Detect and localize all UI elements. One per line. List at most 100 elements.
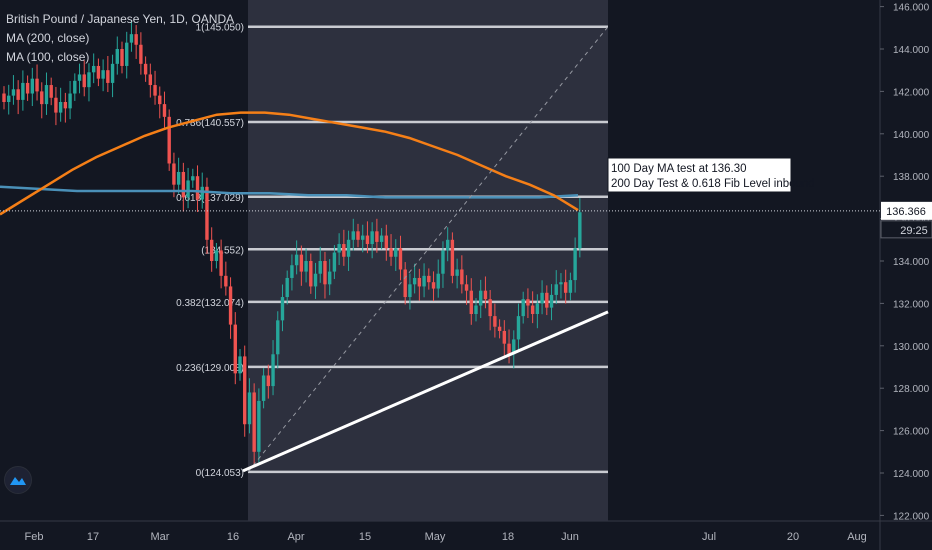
candle-body — [441, 250, 445, 274]
candle-body — [342, 244, 346, 257]
y-tick-label: 124.000 — [893, 469, 930, 480]
candle-body — [162, 104, 167, 117]
candle-body — [445, 239, 450, 251]
price-axis[interactable]: 146.000 144.000 142.000 140.000 138.000 136.0… — [879, 0, 930, 550]
candle-body — [252, 392, 256, 452]
annotation-box[interactable] — [607, 157, 792, 193]
candle-body — [351, 231, 355, 240]
y-tick-label: 134.000 — [893, 257, 930, 268]
fib-retracement-region[interactable] — [248, 0, 608, 521]
drawing-overlays[interactable]: 136.366 29:25 100 Day MA test at 136.30 200… — [0, 26, 932, 473]
candle-body — [224, 275, 228, 287]
y-tick-label: 142.000 — [893, 87, 930, 98]
x-tick-label: May — [425, 531, 446, 543]
y-tick-label: 130.000 — [893, 342, 930, 353]
current-price-value: 136.366 — [886, 206, 926, 218]
fib-label: 0.236(129.008) — [176, 363, 244, 374]
candle-body — [464, 284, 469, 291]
candle-body — [172, 163, 176, 185]
ma100-line — [0, 111, 579, 216]
symbol-title[interactable]: British Pound / Japanese Yen, 1D, OANDA — [6, 12, 235, 26]
x-tick-label: 18 — [502, 531, 514, 543]
candle-body — [125, 42, 129, 66]
candle-body — [30, 78, 35, 94]
candle-body — [11, 89, 16, 96]
fib-background[interactable] — [248, 0, 608, 521]
candle-body — [384, 235, 389, 249]
candle-body — [488, 299, 492, 317]
ma200-label[interactable]: MA (200, close) — [6, 31, 90, 45]
candle-body — [290, 265, 294, 278]
candle-body — [7, 95, 11, 102]
candle-body — [205, 186, 209, 240]
candle-body — [261, 375, 266, 401]
candle-body — [186, 180, 190, 198]
candle-body — [285, 277, 289, 298]
candle-body — [271, 354, 275, 387]
moving-averages — [0, 111, 579, 216]
candle-body — [214, 250, 219, 261]
candle-body — [49, 85, 53, 98]
x-tick-label: 17 — [87, 531, 99, 543]
candle-body — [412, 277, 417, 285]
candle-body — [87, 72, 91, 88]
y-tick-label: 140.000 — [893, 130, 930, 141]
y-tick-label: 132.000 — [893, 299, 930, 310]
candle-body — [455, 269, 459, 276]
candle-body — [568, 280, 573, 293]
candle-body — [431, 282, 436, 289]
candle-body — [195, 176, 200, 200]
candle-body — [554, 284, 558, 295]
candle-body — [573, 248, 577, 281]
ma100-label[interactable]: MA (100, close) — [6, 50, 90, 64]
candle-body — [346, 239, 351, 257]
candle-body — [540, 292, 544, 304]
candle-body — [280, 297, 285, 321]
candle-body — [143, 63, 148, 75]
candle-body — [63, 102, 68, 109]
candle-body — [337, 244, 341, 253]
candle-body — [389, 248, 393, 257]
candle-body — [563, 282, 568, 293]
countdown-badge — [880, 220, 932, 239]
candle-body — [153, 85, 157, 96]
candle-body — [318, 261, 322, 274]
candle-body — [16, 89, 20, 100]
candle-body — [323, 261, 327, 285]
candle-body — [228, 286, 233, 325]
candle-body — [379, 235, 384, 242]
candle-body — [266, 375, 271, 387]
candle-body — [398, 248, 403, 270]
x-tick-label: 16 — [227, 531, 239, 543]
candle-body — [327, 271, 332, 285]
candle-body — [450, 239, 455, 276]
candle-body — [129, 34, 134, 43]
candle-body — [91, 65, 96, 73]
current-price-badge[interactable] — [881, 201, 932, 220]
tradingview-logo-icon[interactable] — [4, 466, 32, 494]
y-tick-label: 128.000 — [893, 384, 930, 395]
candle-body — [219, 250, 223, 276]
time-axis[interactable]: Feb 17 Mar 16 Apr 15 May 18 Jun Jul 20 Aug — [0, 520, 932, 543]
candle-body — [549, 294, 554, 308]
candle-body — [25, 82, 30, 94]
candle-body — [535, 303, 540, 314]
candle-body — [200, 186, 204, 200]
candle-body — [474, 305, 478, 314]
annotation-line-1: 100 Day MA test at 136.30 — [611, 163, 747, 175]
chart-legend: British Pound / Japanese Yen, 1D, OANDA … — [6, 10, 234, 67]
fib-label: 0(124.053) — [196, 468, 244, 479]
y-tick-label: 126.000 — [893, 427, 930, 438]
candle-body — [106, 70, 110, 83]
support-trendline[interactable] — [242, 310, 609, 473]
x-tick-label: Jun — [561, 531, 579, 543]
candle-body — [427, 275, 431, 283]
candle-body — [120, 49, 124, 66]
candle-body — [2, 93, 6, 102]
candle-body — [483, 290, 488, 300]
candle-body — [356, 231, 360, 240]
candle-body — [134, 34, 138, 45]
candle-body — [497, 326, 502, 331]
candle-body — [257, 400, 261, 452]
